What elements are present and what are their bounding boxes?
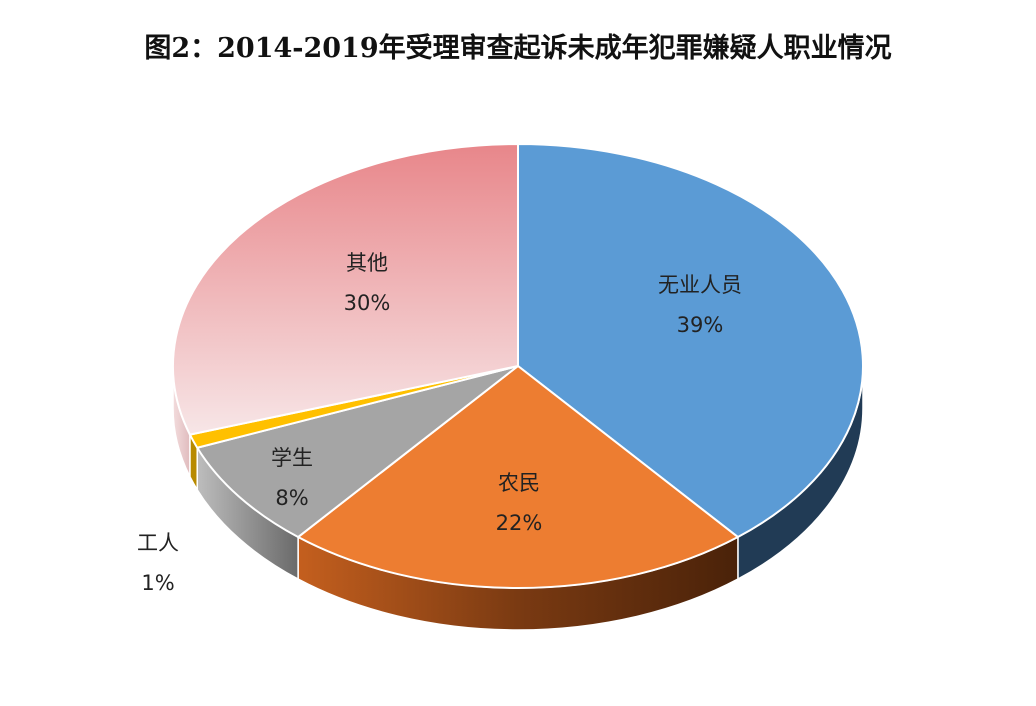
pie-slice-unemployed [517,143,864,539]
slice-value-other: 30% [344,291,391,315]
slice-label-unemployed: 无业人员 [658,273,742,297]
slice-value-unemployed: 39% [677,313,724,337]
slice-label-worker: 工人 [137,531,179,555]
pie-slice-student [196,365,519,539]
pie-label-layer: 无业人员 39% 农民 22% 学生 8% 工人 1% 其他 30% [137,251,742,595]
slice-value-farmer: 22% [496,511,543,535]
slice-label-other: 其他 [346,251,388,275]
pie-slice-other [172,143,519,436]
pie-top-layer [172,143,864,589]
pie-slice-farmer [297,365,739,589]
slice-label-student: 学生 [271,446,313,470]
slice-value-student: 8% [275,486,308,510]
slice-label-farmer: 农民 [498,471,540,495]
slice-value-worker: 1% [141,571,174,595]
chart-title: 图2：2014-2019年受理审查起诉未成年犯罪嫌疑人职业情况 [144,33,892,64]
